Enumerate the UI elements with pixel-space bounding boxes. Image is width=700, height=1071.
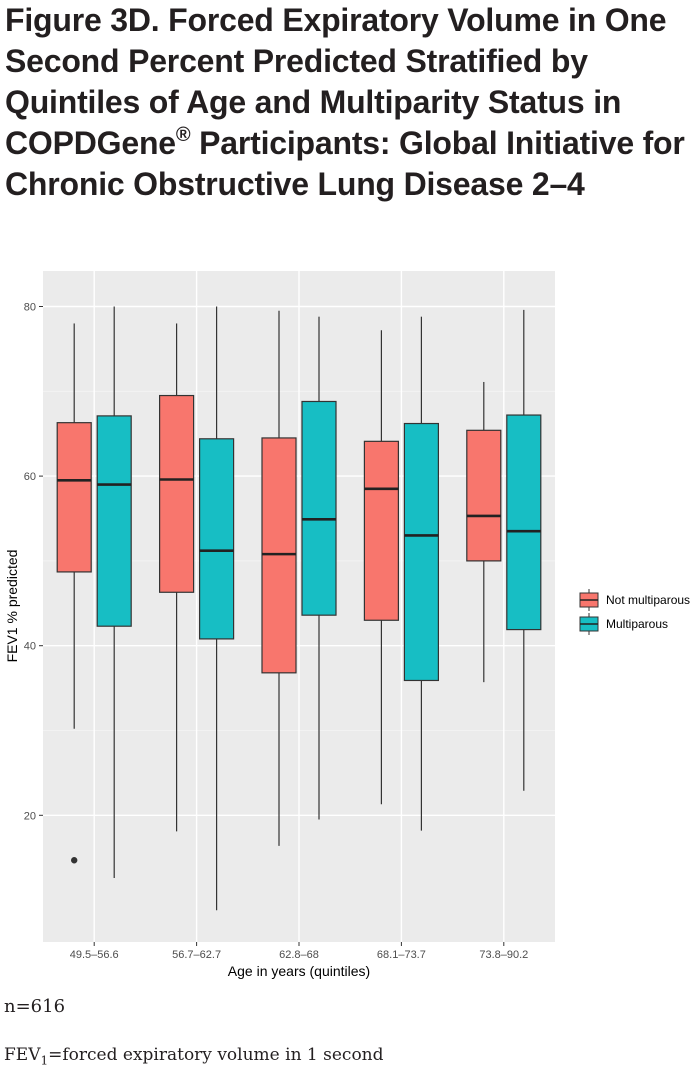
figure-title-main: Figure 3D. Forced Expiratory Volume in O… (5, 2, 667, 161)
legend-label: Not multiparous (606, 593, 690, 607)
y-axis-label: FEV1 % predicted (4, 550, 20, 663)
legend-item-not-multiparous: Not multiparous (579, 589, 690, 611)
x-tick-label: 68.1–73.7 (377, 949, 426, 961)
y-tick-label: 60 (24, 471, 36, 483)
iqr-box (506, 414, 542, 631)
legend: Not multiparous Multiparous (579, 589, 690, 635)
figure-title-tail: Participants: Global Initiative for Chro… (5, 125, 685, 202)
abbr-sub: 1 (40, 1053, 49, 1068)
figure-title: Figure 3D. Forced Expiratory Volume in O… (5, 0, 695, 205)
box-multiparous (96, 306, 132, 879)
x-tick-label: 73.8–90.2 (479, 949, 528, 961)
abbr-pre: FEV (4, 1045, 41, 1065)
box-multiparous (403, 316, 439, 831)
y-tick-label: 80 (24, 302, 36, 314)
legend-item-multiparous: Multiparous (579, 613, 668, 635)
iqr-box (301, 400, 337, 616)
iqr-box (363, 440, 399, 621)
outlier-point (71, 857, 78, 864)
abbr-post: =forced expiratory volume in 1 second (48, 1045, 384, 1065)
box-not-multiparous (363, 330, 399, 805)
x-tick-label: 49.5–56.6 (70, 949, 119, 961)
box-multiparous (199, 306, 235, 911)
x-tick-label: 56.7–62.7 (172, 949, 221, 961)
boxplot-chart: 20 40 60 80 49.5–56.6 56.7–62.7 62.8–68 68.1–7… (4, 271, 690, 979)
y-tick-label: 40 (24, 641, 36, 653)
registered-mark: ® (175, 124, 191, 146)
box-not-multiparous (56, 323, 92, 864)
box-not-multiparous (466, 381, 502, 683)
footnote-abbreviation: FEV1=forced expiratory volume in 1 secon… (4, 1045, 384, 1067)
y-tick-label: 20 (24, 810, 36, 822)
box-multiparous (506, 309, 542, 791)
iqr-box (403, 422, 439, 682)
iqr-box (199, 438, 235, 640)
x-axis-label: Age in years (quintiles) (228, 963, 370, 979)
legend-label: Multiparous (606, 617, 668, 631)
x-tick-label: 62.8–68 (279, 949, 319, 961)
boxes (56, 306, 542, 911)
box-not-multiparous (159, 323, 195, 832)
box-not-multiparous (261, 310, 297, 846)
iqr-box (466, 429, 502, 562)
x-axis: 49.5–56.6 56.7–62.7 62.8–68 68.1–73.7 73.8–9… (70, 942, 528, 961)
iqr-box (56, 422, 92, 573)
iqr-box (159, 394, 195, 593)
box-multiparous (301, 316, 337, 820)
iqr-box (96, 415, 132, 627)
y-axis: 20 40 60 80 (24, 302, 43, 822)
footnote-sample-size: n=616 (4, 996, 66, 1017)
